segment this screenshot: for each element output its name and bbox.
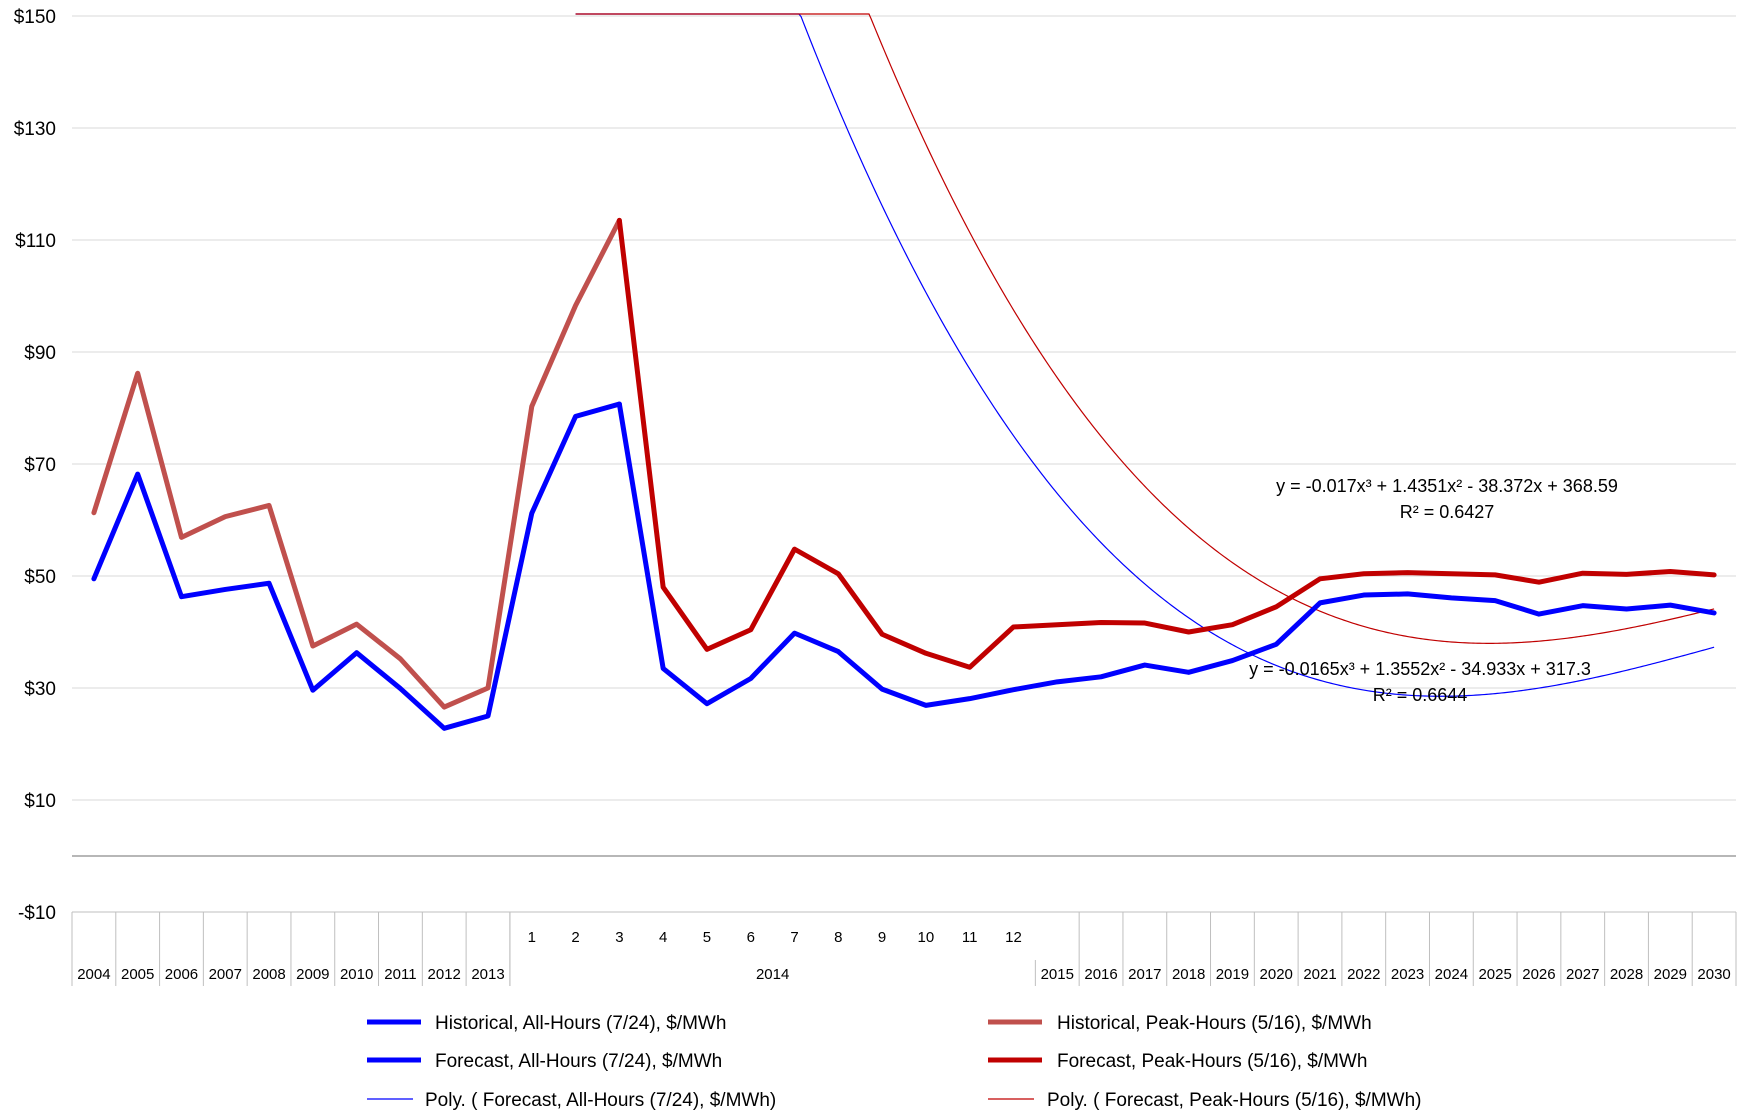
x-tick-label-year: 2009 bbox=[296, 966, 329, 983]
x-tick-label-year: 2012 bbox=[428, 966, 461, 983]
data-series bbox=[91, 217, 1717, 731]
r-squared-peak: R² = 0.6427 bbox=[1400, 502, 1495, 522]
y-tick-label: $90 bbox=[24, 343, 56, 364]
x-tick-label-year: 2008 bbox=[252, 966, 285, 983]
y-tick-label: $50 bbox=[24, 567, 56, 588]
series-line bbox=[616, 401, 1717, 708]
legend-label: Poly. ( Forecast, Peak-Hours (5/16), $/M… bbox=[1047, 1090, 1421, 1111]
trendline-equation-peak: y = -0.017x³ + 1.4351x² - 38.372x + 368.… bbox=[1276, 476, 1618, 522]
legend-label: Poly. ( Forecast, All-Hours (7/24), $/MW… bbox=[425, 1090, 776, 1111]
legend-label: Forecast, All-Hours (7/24), $/MWh bbox=[435, 1051, 722, 1072]
x-tick-label-month: 8 bbox=[834, 929, 842, 946]
x-tick-label-year: 2028 bbox=[1610, 966, 1643, 983]
x-tick-label-month: 5 bbox=[703, 929, 711, 946]
x-tick-label-year: 2020 bbox=[1260, 966, 1293, 983]
x-tick-label-year: 2018 bbox=[1172, 966, 1205, 983]
y-tick-label: $30 bbox=[24, 679, 56, 700]
x-tick-label-year: 2014 bbox=[756, 966, 789, 983]
trendline-equation-all: y = -0.0165x³ + 1.3552x² - 34.933x + 317… bbox=[1249, 659, 1591, 705]
legend-item-poly-peak: Poly. ( Forecast, Peak-Hours (5/16), $/M… bbox=[988, 1090, 1421, 1111]
x-tick-label-year: 2015 bbox=[1041, 966, 1074, 983]
trendline bbox=[575, 13, 1715, 697]
series-line bbox=[91, 217, 622, 710]
x-tick-label-year: 2029 bbox=[1654, 966, 1687, 983]
series-line bbox=[616, 217, 1717, 670]
y-tick-label: $110 bbox=[15, 231, 56, 252]
legend-label: Historical, All-Hours (7/24), $/MWh bbox=[435, 1013, 726, 1034]
x-tick-label-year: 2004 bbox=[77, 966, 110, 983]
x-tick-label-year: 2013 bbox=[471, 966, 504, 983]
x-tick-label-month: 1 bbox=[528, 929, 536, 946]
x-tick-label-year: 2006 bbox=[165, 966, 198, 983]
x-tick-label-month: 7 bbox=[790, 929, 798, 946]
x-tick-label-year: 2021 bbox=[1303, 966, 1336, 983]
x-tick-label-year: 2005 bbox=[121, 966, 154, 983]
trendline bbox=[575, 13, 1715, 644]
x-tick-label-month: 12 bbox=[1005, 929, 1022, 946]
y-tick-label: $10 bbox=[24, 791, 56, 812]
legend-item-forecast-all: Forecast, All-Hours (7/24), $/MWh bbox=[367, 1051, 722, 1072]
legend: Historical, All-Hours (7/24), $/MWh Hist… bbox=[367, 1013, 1421, 1111]
x-tick-label-year: 2011 bbox=[384, 966, 416, 983]
legend-item-historical-peak: Historical, Peak-Hours (5/16), $/MWh bbox=[988, 1013, 1372, 1034]
x-tick-label-year: 2010 bbox=[340, 966, 373, 983]
axes: -$10 $10 $30 $50 $70 $90 $110 $130 $150 2004 2005 2… bbox=[14, 7, 1737, 986]
equation-peak: y = -0.017x³ + 1.4351x² - 38.372x + 368.… bbox=[1276, 476, 1618, 496]
y-tick-label: $70 bbox=[24, 455, 56, 476]
x-tick-label-year: 2025 bbox=[1478, 966, 1511, 983]
x-tick-label-year: 2019 bbox=[1216, 966, 1249, 983]
legend-label: Forecast, Peak-Hours (5/16), $/MWh bbox=[1057, 1051, 1367, 1072]
x-tick-label-year: 2027 bbox=[1566, 966, 1599, 983]
x-tick-label-year: 2023 bbox=[1391, 966, 1424, 983]
x-tick-label-month: 2 bbox=[571, 929, 579, 946]
x-tick-label-month: 11 bbox=[962, 929, 978, 946]
x-tick-label-month: 4 bbox=[659, 929, 667, 946]
x-tick-label-year: 2024 bbox=[1435, 966, 1468, 983]
x-tick-label-month: 9 bbox=[878, 929, 886, 946]
x-tick-label-month: 10 bbox=[918, 929, 935, 946]
legend-item-poly-all: Poly. ( Forecast, All-Hours (7/24), $/MW… bbox=[367, 1090, 776, 1111]
x-tick-label-year: 2007 bbox=[209, 966, 242, 983]
x-tick-label-month: 6 bbox=[747, 929, 755, 946]
legend-item-historical-all: Historical, All-Hours (7/24), $/MWh bbox=[367, 1013, 726, 1034]
legend-item-forecast-peak: Forecast, Peak-Hours (5/16), $/MWh bbox=[988, 1051, 1367, 1072]
y-tick-label: -$10 bbox=[18, 903, 56, 924]
x-tick-label-year: 2017 bbox=[1128, 966, 1161, 983]
gridlines bbox=[72, 15, 1736, 913]
x-tick-label-month: 3 bbox=[615, 929, 623, 946]
y-tick-label: $130 bbox=[14, 119, 56, 140]
y-tick-label: $150 bbox=[14, 7, 56, 28]
trendlines bbox=[575, 13, 1715, 697]
r-squared-all: R² = 0.6644 bbox=[1373, 685, 1468, 705]
x-tick-label-year: 2016 bbox=[1084, 966, 1117, 983]
equation-all: y = -0.0165x³ + 1.3552x² - 34.933x + 317… bbox=[1249, 659, 1591, 679]
x-tick-label-year: 2026 bbox=[1522, 966, 1555, 983]
series-line bbox=[91, 401, 622, 731]
x-tick-label-year: 2022 bbox=[1347, 966, 1380, 983]
x-tick-label-year: 2030 bbox=[1697, 966, 1730, 983]
legend-label: Historical, Peak-Hours (5/16), $/MWh bbox=[1057, 1013, 1372, 1034]
